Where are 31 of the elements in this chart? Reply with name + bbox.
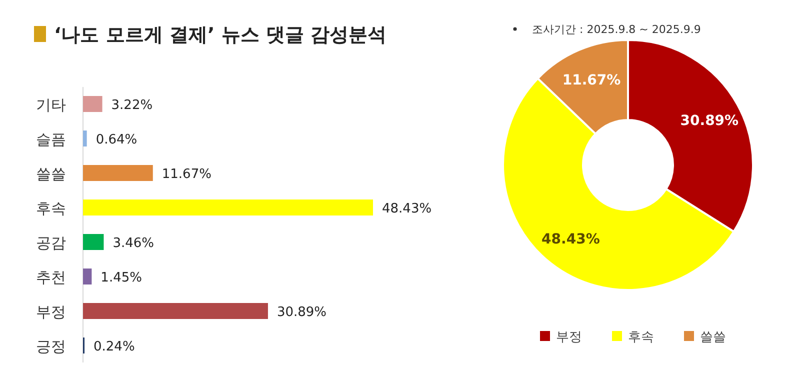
- y-tick-label: 긍정: [36, 338, 66, 356]
- data-label: 48.43%: [382, 202, 432, 216]
- y-tick-label: 추천: [36, 268, 66, 286]
- bar: [83, 303, 268, 319]
- bar: [83, 200, 373, 216]
- bar: [83, 234, 104, 250]
- y-tick-label: 부정: [36, 303, 66, 321]
- legend-label: 쓸쓸: [700, 330, 726, 345]
- bar: [83, 268, 92, 284]
- y-tick-label: 후속: [36, 200, 66, 218]
- data-label: 0.64%: [96, 132, 138, 148]
- y-tick-label: 쓸쓸: [36, 165, 66, 183]
- data-label: 11.67%: [162, 167, 212, 182]
- text: 조사기간 : 2025.9.8 ~ 2025.9.9: [532, 23, 701, 36]
- bar: [83, 165, 153, 181]
- data-label: 3.46%: [112, 236, 154, 251]
- data-label: 1.45%: [100, 270, 142, 286]
- data-label: 30.89%: [680, 113, 739, 130]
- bar: [83, 130, 87, 146]
- chart-title: ‘나도 모르게 결제’ 뉴스 댓글 감성분석: [54, 24, 387, 46]
- y-tick-label: 슬픔: [36, 130, 66, 148]
- data-label: 3.22%: [111, 98, 153, 113]
- legend-label: 부정: [556, 330, 582, 345]
- legend-label: 후속: [628, 330, 654, 345]
- data-label: 48.43%: [542, 231, 600, 248]
- data-label: 30.89%: [276, 305, 327, 320]
- bar: [83, 96, 102, 112]
- data-label: 0.24%: [94, 340, 135, 354]
- data-label: 11.67%: [562, 72, 621, 88]
- y-tick-label: 기타: [36, 96, 66, 114]
- y-tick-label: 공감: [36, 234, 66, 252]
